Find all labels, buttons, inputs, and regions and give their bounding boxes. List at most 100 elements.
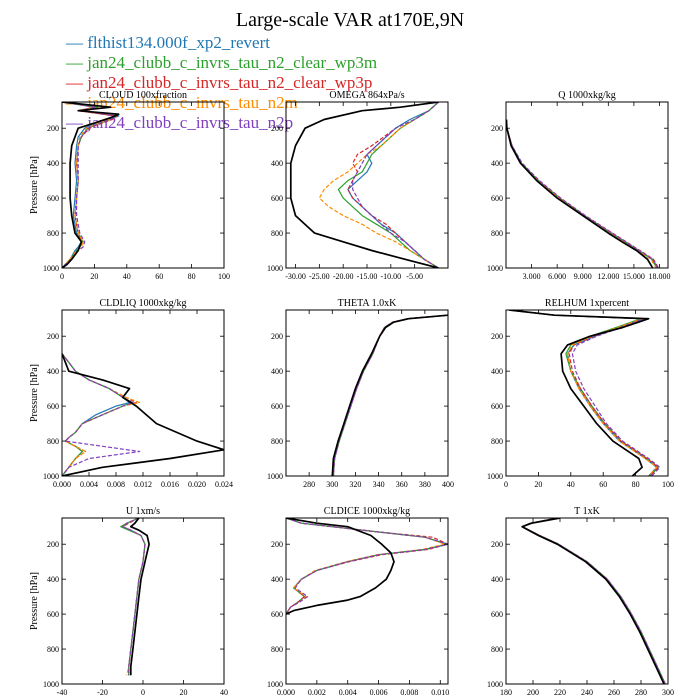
y-tick-label: 1000	[43, 680, 59, 689]
x-tick-label: 180	[500, 688, 512, 697]
plot-frame	[61, 101, 225, 269]
series-line-jan24_clubb_c_invrs_tau_n2_clear_wp3p	[509, 310, 659, 476]
x-tick-label: -30.00	[285, 272, 306, 281]
y-tick-label: 200	[491, 332, 503, 341]
x-tick-label: 220	[554, 688, 566, 697]
y-axis-label: Pressure [hPa]	[29, 156, 40, 214]
plot-frame	[285, 101, 449, 269]
x-tick-label: 400	[442, 480, 454, 489]
x-tick-label: 380	[419, 480, 431, 489]
x-tick-label: 0.000	[277, 688, 295, 697]
y-tick-label: 400	[491, 159, 503, 168]
panel-2: OMEGA 864xPa/s -30.00 -25.00 -20.00 -15.00 -1…	[267, 90, 449, 281]
series-line-flthist134.000f_xp2_revert	[347, 102, 439, 268]
y-tick-label: 1000	[43, 472, 59, 481]
panel-9: T 1xK 180 200 220 240 260 280 300 200 400 600 800 10…	[487, 506, 674, 697]
series-line-jan24_clubb_c_invrs_tau_n2p	[509, 310, 661, 476]
y-tick-label: 200	[271, 124, 283, 133]
series-line-jan24_clubb_c_invrs_tau_n2p	[122, 518, 146, 676]
y-tick-label: 400	[271, 367, 283, 376]
y-axis-label: Pressure [hPa]	[29, 572, 40, 630]
x-tick-label: 0.020	[188, 480, 206, 489]
panel-title: THETA 1.0xK	[338, 298, 397, 309]
series-line-flthist134.000f_xp2_revert	[286, 518, 448, 615]
series-line-obs	[521, 518, 665, 684]
x-tick-label: 100	[662, 480, 674, 489]
x-tick-label: 0.010	[431, 688, 449, 697]
series-line-obs	[506, 119, 654, 268]
y-tick-label: 800	[271, 437, 283, 446]
x-tick-label: -25.00	[309, 272, 330, 281]
y-tick-label: 600	[491, 610, 503, 619]
x-tick-label: 0.004	[80, 480, 98, 489]
x-tick-label: 60	[155, 272, 163, 281]
series-line-jan24_clubb_c_invrs_tau_n2_clear_wp3p	[347, 102, 439, 268]
x-tick-label: 80	[632, 480, 640, 489]
x-tick-label: 0	[60, 272, 64, 281]
x-tick-label: 9.000	[574, 272, 592, 281]
y-tick-label: 1000	[487, 472, 503, 481]
y-tick-label: 400	[271, 575, 283, 584]
panel-5: THETA 1.0xK 280 300 320 340 360 380 400 200 400 60…	[267, 298, 454, 489]
x-tick-label: -15.00	[357, 272, 378, 281]
y-tick-label: 800	[47, 437, 59, 446]
series-line-jan24_clubb_c_invrs_tau_n2_clear_wp3m	[506, 119, 658, 268]
panel-title: Q 1000xkg/kg	[558, 90, 616, 101]
series-line-jan24_clubb_c_invrs_tau_n2_clear_wp3p	[332, 314, 448, 476]
y-tick-label: 800	[271, 645, 283, 654]
x-tick-label: -10.00	[380, 272, 401, 281]
y-tick-label: 400	[491, 367, 503, 376]
panel-title: CLDLIQ 1000xkg/kg	[100, 298, 187, 309]
series-line-jan24_clubb_c_invrs_tau_n2_clear_wp3m	[62, 353, 134, 476]
series-line-jan24_clubb_c_invrs_tau_n2m	[122, 518, 146, 676]
panel-title: CLDICE 1000xkg/kg	[324, 506, 410, 517]
y-tick-label: 1000	[267, 680, 283, 689]
panel-8: CLDICE 1000xkg/kg 0.000 0.002 0.004 0.006 0.0…	[267, 506, 449, 697]
series-line-jan24_clubb_c_invrs_tau_n2m	[332, 314, 448, 476]
y-tick-label: 1000	[487, 680, 503, 689]
x-tick-label: 0	[141, 688, 145, 697]
x-tick-label: 320	[349, 480, 361, 489]
series-line-jan24_clubb_c_invrs_tau_n2_clear_wp3m	[286, 518, 448, 615]
series-line-jan24_clubb_c_invrs_tau_n2p	[286, 518, 448, 615]
series-line-obs	[289, 102, 439, 268]
y-tick-label: 1000	[267, 264, 283, 273]
plot-frame	[505, 101, 669, 269]
y-tick-label: 800	[491, 229, 503, 238]
panel-4: CLDLIQ 1000xkg/kg 0.000 0.004 0.008 0.012 0.0…	[29, 298, 233, 489]
x-tick-label: 40	[220, 688, 228, 697]
series-line-flthist134.000f_xp2_revert	[506, 119, 659, 268]
series-line-jan24_clubb_c_invrs_tau_n2p	[521, 518, 666, 684]
series-line-jan24_clubb_c_invrs_tau_n2_clear_wp3p	[521, 518, 666, 684]
series-line-obs	[286, 518, 395, 615]
x-tick-label: 100	[218, 272, 230, 281]
y-tick-label: 600	[271, 402, 283, 411]
series-line-flthist134.000f_xp2_revert	[332, 314, 448, 476]
panel-title: U 1xm/s	[126, 506, 160, 517]
x-tick-label: 40	[123, 272, 131, 281]
x-tick-label: 18.000	[648, 272, 670, 281]
y-tick-label: 400	[271, 159, 283, 168]
y-tick-label: 400	[47, 159, 59, 168]
y-tick-label: 200	[271, 332, 283, 341]
y-tick-label: 200	[491, 540, 503, 549]
x-tick-label: 0.000	[53, 480, 71, 489]
series-line-obs	[331, 314, 448, 476]
x-tick-label: 0.016	[161, 480, 179, 489]
legend-entry: — jan24_clubb_c_invrs_tau_n2_clear_wp3p	[65, 73, 372, 92]
series-line-jan24_clubb_c_invrs_tau_n2p	[332, 314, 448, 476]
series-line-jan24_clubb_c_invrs_tau_n2_clear_wp3p	[286, 518, 448, 615]
legend-entry: — flthist134.000f_xp2_revert	[65, 33, 270, 52]
legend-entry: — jan24_clubb_c_invrs_tau_n2_clear_wp3m	[65, 53, 377, 72]
y-tick-label: 800	[47, 645, 59, 654]
y-tick-label: 200	[271, 540, 283, 549]
series-line-flthist134.000f_xp2_revert	[122, 518, 146, 676]
panel-7: U 1xm/s -40 -20 0 20 40 200 400 600 800 1000 Pressu…	[29, 506, 228, 697]
x-tick-label: 200	[527, 688, 539, 697]
series-line-jan24_clubb_c_invrs_tau_n2p	[62, 102, 117, 268]
x-tick-label: 0.004	[339, 688, 357, 697]
x-tick-label: 0.002	[308, 688, 326, 697]
y-tick-label: 600	[47, 402, 59, 411]
x-tick-label: 0.012	[134, 480, 152, 489]
